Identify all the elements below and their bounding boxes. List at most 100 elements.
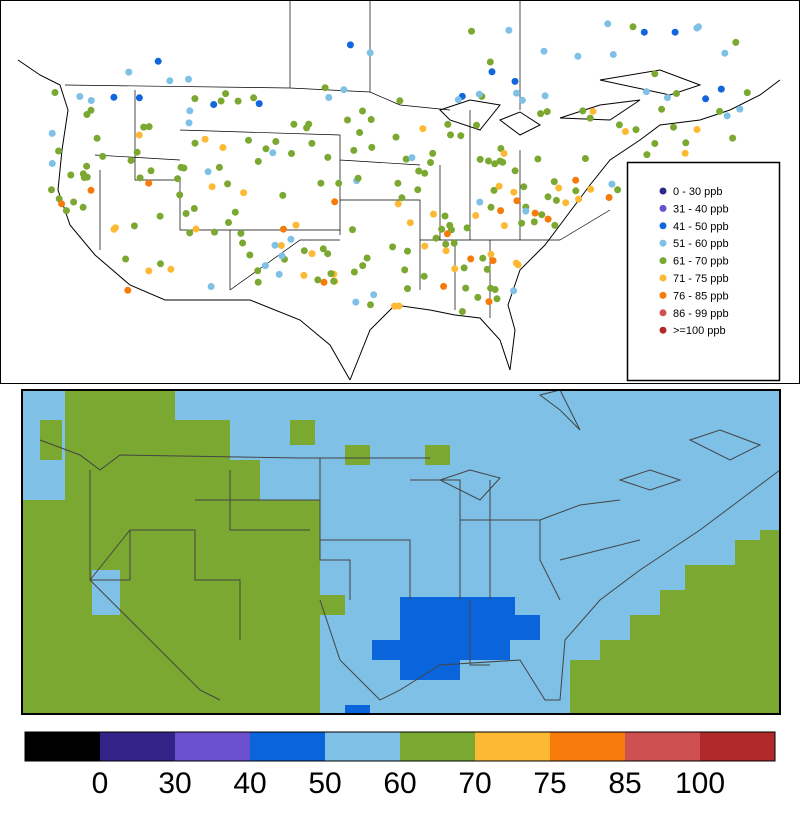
station — [211, 228, 218, 236]
legend-box — [626, 161, 781, 382]
station — [324, 250, 332, 258]
station — [255, 100, 263, 108]
station — [370, 291, 378, 299]
station — [682, 139, 690, 147]
station — [438, 225, 446, 233]
station — [621, 128, 629, 135]
station — [673, 90, 680, 97]
station — [442, 247, 450, 255]
station — [210, 101, 218, 108]
station — [191, 139, 199, 147]
station — [222, 90, 230, 98]
colorbar-tick-label: 60 — [383, 767, 416, 800]
lakes — [438, 389, 762, 501]
station — [154, 57, 162, 65]
station — [191, 95, 199, 103]
stations — [48, 20, 751, 315]
station — [156, 212, 164, 220]
station — [530, 218, 538, 226]
station — [671, 28, 679, 36]
station — [185, 119, 193, 127]
colorbar-box — [700, 732, 775, 761]
station — [133, 148, 141, 156]
station — [500, 222, 508, 230]
station — [217, 97, 225, 105]
colorbar-box — [100, 732, 175, 761]
station — [359, 262, 367, 270]
legend-swatch — [659, 204, 667, 212]
station — [427, 159, 434, 166]
station — [479, 254, 487, 262]
station — [398, 194, 406, 202]
station — [485, 157, 492, 165]
station — [476, 155, 484, 163]
station — [208, 183, 216, 191]
station — [562, 199, 570, 207]
station — [261, 262, 269, 270]
colorbar-tick-label: 0 — [92, 767, 109, 800]
station — [432, 234, 440, 242]
station — [643, 151, 651, 159]
legend-label: 51 - 60 ppb — [673, 238, 729, 250]
station — [486, 58, 494, 66]
station — [279, 225, 287, 233]
station — [275, 270, 283, 278]
station — [487, 250, 495, 258]
station — [460, 264, 468, 272]
colorbar-tick-label: 40 — [233, 767, 266, 800]
colorbar-box — [625, 732, 700, 761]
station — [99, 152, 107, 160]
station — [145, 267, 153, 275]
station — [174, 175, 182, 183]
station — [147, 167, 155, 175]
station — [651, 140, 659, 147]
station — [176, 191, 184, 199]
station — [572, 176, 580, 184]
station — [629, 23, 637, 31]
station — [483, 265, 491, 273]
station — [396, 97, 404, 105]
station — [587, 185, 595, 193]
station — [421, 242, 429, 250]
station — [538, 211, 546, 219]
colorbar-tick-label: 85 — [608, 767, 641, 800]
station — [350, 146, 358, 154]
station — [319, 245, 327, 253]
station — [458, 308, 466, 315]
station — [522, 207, 530, 215]
state-borders — [64, 0, 611, 318]
station — [300, 271, 308, 279]
station — [180, 164, 188, 172]
station — [544, 215, 552, 223]
station — [510, 287, 518, 295]
station — [300, 247, 308, 255]
station — [363, 254, 371, 262]
station — [225, 219, 232, 226]
station — [254, 157, 262, 165]
station — [354, 174, 362, 182]
station — [392, 133, 400, 141]
region-green-e — [205, 530, 780, 714]
station — [234, 97, 242, 105]
station — [552, 196, 560, 204]
station — [544, 193, 552, 201]
station — [485, 298, 493, 306]
legend-swatch — [659, 187, 667, 195]
colorbar-tick-label: 30 — [158, 767, 191, 800]
station — [62, 207, 70, 215]
station — [367, 116, 375, 123]
station — [359, 107, 366, 115]
station — [288, 150, 295, 157]
station — [488, 68, 496, 76]
station — [511, 167, 519, 175]
station — [510, 188, 518, 196]
station — [463, 224, 471, 232]
station — [48, 160, 56, 167]
station — [70, 198, 78, 206]
station — [192, 225, 200, 233]
station — [140, 123, 148, 131]
station — [670, 123, 677, 131]
station — [551, 221, 559, 229]
station-map: 0 - 30 ppb 31 - 40 ppb 41 - 50 ppb 51 - 60 … — [0, 0, 800, 384]
station — [429, 149, 437, 157]
